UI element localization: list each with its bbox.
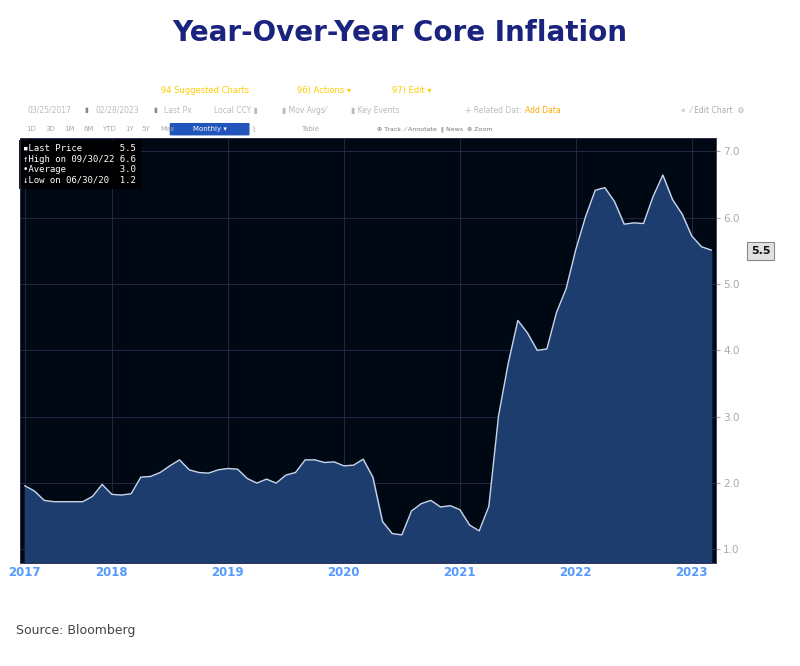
Text: 02/28/2023: 02/28/2023	[96, 106, 140, 115]
Text: Line Chart: Line Chart	[693, 86, 746, 95]
Text: «  ⁄ Edit Chart  ⚙: « ⁄ Edit Chart ⚙	[682, 106, 745, 115]
Text: ▮ Mov Avgs⁄: ▮ Mov Avgs⁄	[282, 106, 326, 115]
Text: ▮ Key Events: ▮ Key Events	[350, 106, 399, 115]
Text: 6M: 6M	[83, 126, 94, 133]
Text: ▮: ▮	[85, 107, 89, 113]
Text: 2022: 2022	[559, 566, 592, 579]
Text: 94 Suggested Charts: 94 Suggested Charts	[161, 86, 249, 95]
Text: ▪Last Price       5.5
↑High on 09/30/22 6.6
•Average          3.0
↓Low on 06/30/: ▪Last Price 5.5 ↑High on 09/30/22 6.6 •A…	[23, 145, 136, 184]
Text: 97) Edit ▾: 97) Edit ▾	[392, 86, 432, 95]
FancyBboxPatch shape	[170, 123, 250, 135]
Text: 5.5: 5.5	[750, 246, 770, 256]
Text: Source: Bloomberg: Source: Bloomberg	[16, 624, 135, 637]
Text: Max: Max	[161, 126, 175, 133]
Text: 5Y: 5Y	[142, 126, 150, 133]
Text: 2018: 2018	[95, 566, 128, 579]
Text: Local CCY ▮: Local CCY ▮	[214, 106, 258, 115]
Text: 96) Actions ▾: 96) Actions ▾	[298, 86, 351, 95]
Text: ⌇: ⌇	[252, 125, 256, 134]
Text: Add Data: Add Data	[526, 106, 561, 115]
Text: 2017: 2017	[9, 566, 41, 579]
Text: Year-Over-Year Core Inflation: Year-Over-Year Core Inflation	[173, 19, 627, 47]
Text: CPI XYOY Index: CPI XYOY Index	[27, 86, 106, 95]
Text: 1M: 1M	[64, 126, 74, 133]
Text: 2021: 2021	[443, 566, 476, 579]
Text: ⊕ Track  ⁄ Annotate  ‖ News  ⊕ Zoom: ⊕ Track ⁄ Annotate ‖ News ⊕ Zoom	[378, 127, 493, 132]
Text: Monthly ▾: Monthly ▾	[193, 126, 227, 133]
Text: 2020: 2020	[327, 566, 360, 579]
Text: Table: Table	[301, 126, 319, 133]
Text: 3D: 3D	[45, 126, 55, 133]
Text: 2019: 2019	[211, 566, 244, 579]
Text: + Related Dat:: + Related Dat:	[465, 106, 522, 115]
Text: 03/25/2017: 03/25/2017	[27, 106, 71, 115]
Text: 2023: 2023	[675, 566, 708, 579]
Text: 1Y: 1Y	[125, 126, 134, 133]
Text: 1D: 1D	[26, 126, 36, 133]
Text: Last Px: Last Px	[165, 106, 192, 115]
Text: YTD: YTD	[102, 126, 116, 133]
Text: ▮: ▮	[153, 107, 157, 113]
